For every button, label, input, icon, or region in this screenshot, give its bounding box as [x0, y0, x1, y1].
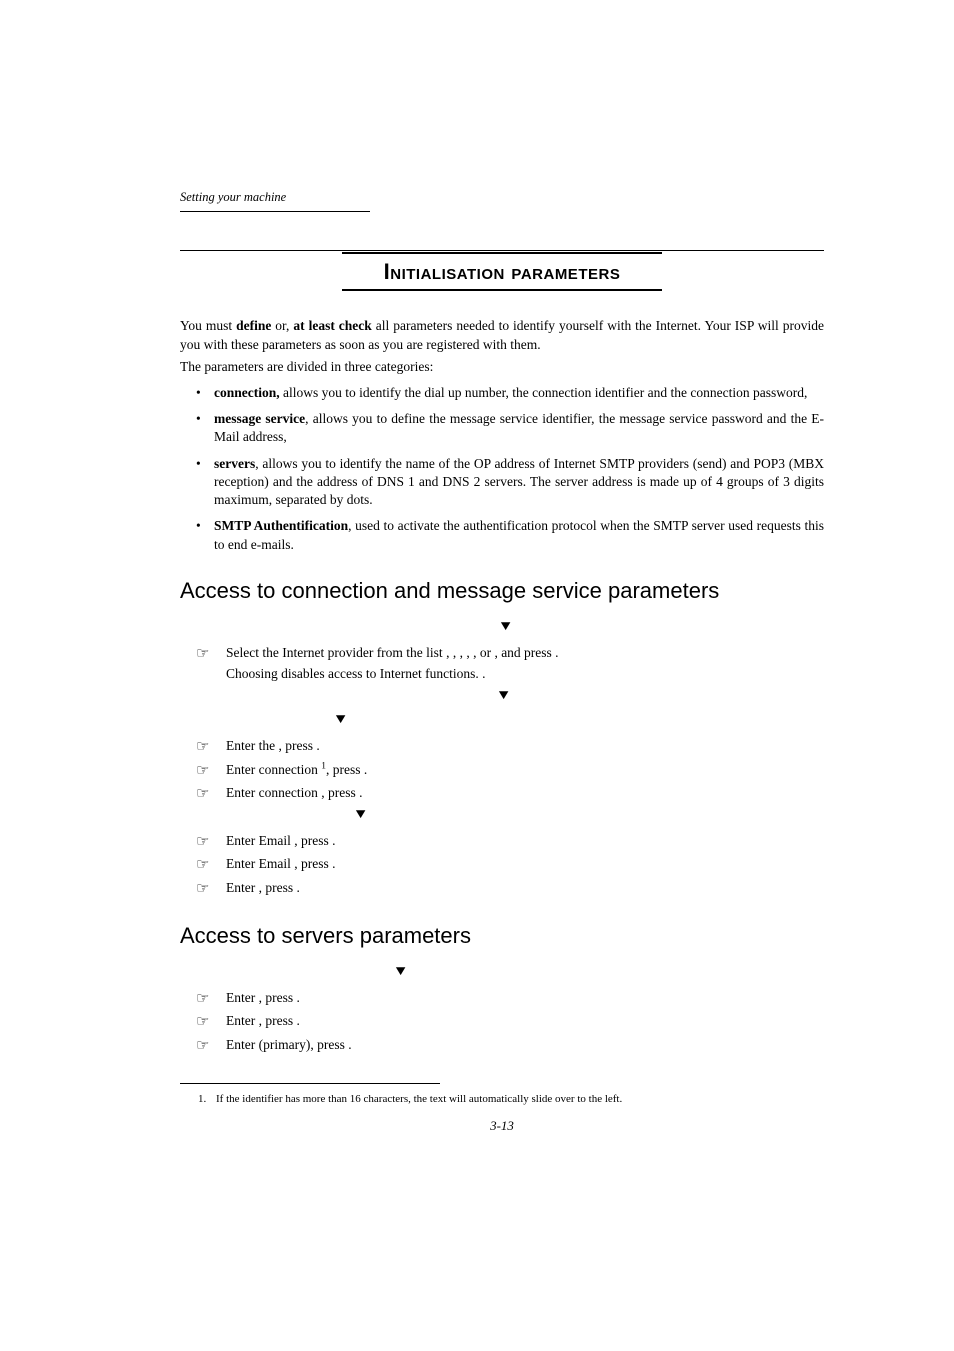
bullet-message-service: message service, allows you to define th… [214, 410, 824, 446]
steps-servers: Enter , press . Enter , press . Enter (p… [180, 987, 824, 1056]
step-server-3: Enter (primary), press . [226, 1034, 824, 1056]
bullet-connection-text: allows you to identify the dial up numbe… [280, 385, 808, 400]
footnote-1-text: If the identifier has more than 16 chara… [216, 1093, 622, 1105]
step-select-isp-f: , [473, 645, 480, 660]
step-select-isp-g: or [480, 645, 495, 660]
steps-connection-2: Enter the , press . Enter connection 1, … [180, 735, 824, 804]
step-select-isp-b: , [446, 645, 453, 660]
bullet-servers-text: , allows you to identify the name of the… [214, 456, 824, 507]
footnote-1-num: 1. [198, 1092, 206, 1107]
step-enter-conn-id: Enter connection 1, press . [226, 759, 824, 781]
step-enter-email-pw: Enter Email , press . [226, 853, 824, 875]
intro-block: You must define or, at least check all p… [180, 317, 824, 376]
step-enter-conn-pw: Enter connection , press . [226, 782, 824, 804]
bullet-smtp-auth-label: SMTP Authentification [214, 518, 348, 533]
step-select-isp-c: , [453, 645, 460, 660]
menu-path-1: ▼ [180, 618, 824, 634]
bullet-connection: connection, allows you to identify the d… [214, 384, 824, 402]
bullet-message-service-text: , allows you to define the message servi… [214, 411, 824, 444]
section-title: Initialisation parameters [374, 254, 631, 289]
steps-email: Enter Email , press . Enter Email , pres… [180, 830, 824, 899]
step-select-isp-choosing-b: disables access to Internet functions. . [281, 666, 485, 681]
intro-p1-b2: at least check [293, 318, 371, 333]
step-enter-conn-id-b: , press . [326, 762, 367, 777]
intro-p2: The parameters are divided in three cate… [180, 358, 824, 376]
down-arrow-icon: ▼ [498, 618, 514, 634]
step-select-isp-choosing-a: Choosing [226, 666, 281, 681]
down-arrow-icon: ▼ [353, 806, 369, 822]
intro-p1: You must define or, at least check all p… [180, 317, 824, 353]
steps-connection: Select the Internet provider from the li… [180, 642, 824, 685]
running-head-rule [180, 211, 370, 212]
footnote-rule [180, 1083, 440, 1084]
step-enter-the: Enter the , press . [226, 735, 824, 757]
down-arrow-icon: ▼ [496, 687, 512, 703]
subhead-servers: Access to servers parameters [180, 923, 824, 949]
step-enter-conn-id-a: Enter connection [226, 762, 321, 777]
bullet-servers: servers, allows you to identify the name… [214, 455, 824, 510]
bullet-smtp-auth: SMTP Authentification, used to activate … [214, 517, 824, 553]
menu-path-3: ▼ [180, 806, 824, 822]
step-server-1: Enter , press . [226, 987, 824, 1009]
step-select-isp-a: Select the Internet provider from the li… [226, 645, 446, 660]
subhead-connection: Access to connection and message service… [180, 578, 824, 604]
intro-p1-b1: define [236, 318, 271, 333]
footnote-1: 1. If the identifier has more than 16 ch… [180, 1092, 824, 1107]
menu-path-2: ▼ [180, 687, 824, 703]
down-arrow-icon: ▼ [333, 711, 349, 727]
page-number: 3-13 [180, 1118, 824, 1134]
top-full-rule [180, 250, 824, 251]
section-title-block: Initialisation parameters [180, 252, 824, 291]
step-enter-addr: Enter , press . [226, 877, 824, 899]
running-head: Setting your machine [180, 190, 824, 205]
bullet-list: connection, allows you to identify the d… [180, 384, 824, 554]
menu-blank-1 [492, 618, 495, 633]
intro-p1-mid: or, [271, 318, 293, 333]
bullet-message-service-label: message service [214, 411, 305, 426]
title-rule-bottom [342, 289, 662, 291]
intro-p1-pre: You must [180, 318, 236, 333]
step-select-isp-h: , and press . [494, 645, 558, 660]
menu-path-2b: ▼ [180, 711, 824, 727]
bullet-servers-label: servers [214, 456, 255, 471]
menu-path-4: ▼ [180, 963, 824, 979]
page-container: Setting your machine Initialisation para… [0, 0, 954, 1351]
bullet-connection-label: connection, [214, 385, 280, 400]
step-enter-email-id: Enter Email , press . [226, 830, 824, 852]
step-server-2: Enter , press . [226, 1010, 824, 1032]
step-select-isp: Select the Internet provider from the li… [226, 642, 824, 685]
down-arrow-icon: ▼ [393, 963, 409, 979]
